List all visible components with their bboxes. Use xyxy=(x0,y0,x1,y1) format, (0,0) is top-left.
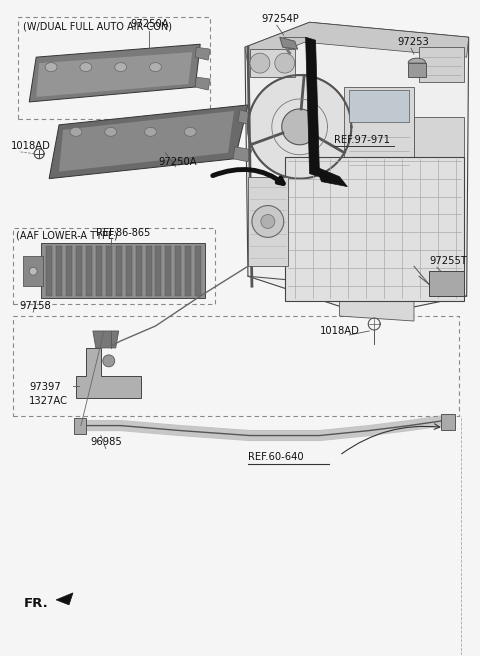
Bar xyxy=(74,418,86,434)
Ellipse shape xyxy=(45,62,57,72)
Bar xyxy=(156,247,161,296)
Polygon shape xyxy=(339,274,414,321)
Bar xyxy=(175,247,181,296)
Polygon shape xyxy=(49,105,248,178)
Ellipse shape xyxy=(115,62,127,72)
Text: 97253: 97253 xyxy=(397,37,429,47)
Bar xyxy=(414,117,464,176)
Text: 97255T: 97255T xyxy=(429,256,467,266)
Polygon shape xyxy=(280,37,298,49)
Ellipse shape xyxy=(252,205,284,237)
Bar xyxy=(41,243,205,298)
Bar xyxy=(46,247,52,296)
Text: (W/DUAL FULL AUTO AIR CON): (W/DUAL FULL AUTO AIR CON) xyxy=(23,21,172,31)
Polygon shape xyxy=(238,110,255,125)
Ellipse shape xyxy=(184,127,196,136)
Text: REF.60-640: REF.60-640 xyxy=(248,453,303,462)
Ellipse shape xyxy=(70,127,82,136)
Bar xyxy=(195,247,201,296)
Text: 97250A: 97250A xyxy=(131,19,169,30)
Polygon shape xyxy=(59,111,234,172)
Text: 97397: 97397 xyxy=(29,382,61,392)
Bar xyxy=(66,247,72,296)
Polygon shape xyxy=(250,53,270,73)
Ellipse shape xyxy=(144,127,156,136)
Bar xyxy=(248,176,288,266)
Bar xyxy=(250,49,295,77)
Ellipse shape xyxy=(150,62,161,72)
Bar xyxy=(136,247,142,296)
Polygon shape xyxy=(275,53,295,73)
Bar xyxy=(76,247,82,296)
Bar xyxy=(96,247,102,296)
Polygon shape xyxy=(248,75,351,178)
Polygon shape xyxy=(233,147,252,162)
Bar xyxy=(185,247,192,296)
Bar xyxy=(116,247,122,296)
Text: 96985: 96985 xyxy=(91,438,122,447)
Text: 97254P: 97254P xyxy=(262,14,300,24)
Ellipse shape xyxy=(103,355,115,367)
Text: 97250A: 97250A xyxy=(158,157,197,167)
Bar xyxy=(408,63,426,77)
Polygon shape xyxy=(93,331,119,348)
Polygon shape xyxy=(76,348,141,398)
Bar xyxy=(106,247,112,296)
Polygon shape xyxy=(195,77,210,90)
Text: (AAF LOWER-A TYPE): (AAF LOWER-A TYPE) xyxy=(16,230,118,240)
Polygon shape xyxy=(195,47,210,60)
Polygon shape xyxy=(245,22,468,65)
Polygon shape xyxy=(282,109,318,145)
Text: REF.97-971: REF.97-971 xyxy=(335,134,390,145)
Bar xyxy=(56,247,62,296)
Bar xyxy=(429,271,464,296)
Bar xyxy=(285,157,464,301)
Bar xyxy=(23,256,43,286)
Polygon shape xyxy=(36,52,192,97)
Text: FR.: FR. xyxy=(23,597,48,610)
Ellipse shape xyxy=(105,127,117,136)
Bar xyxy=(145,247,152,296)
Text: REF.86-865: REF.86-865 xyxy=(96,228,150,238)
Polygon shape xyxy=(408,58,426,63)
Bar xyxy=(86,247,92,296)
Bar xyxy=(126,247,132,296)
Polygon shape xyxy=(29,44,200,102)
Polygon shape xyxy=(56,593,73,605)
Bar xyxy=(344,87,414,176)
Ellipse shape xyxy=(80,62,92,72)
Text: 1018AD: 1018AD xyxy=(320,326,360,336)
Bar xyxy=(349,90,409,122)
Bar xyxy=(419,47,464,82)
Text: 1327AC: 1327AC xyxy=(29,396,68,405)
Bar xyxy=(441,414,455,430)
Ellipse shape xyxy=(29,267,37,276)
Polygon shape xyxy=(245,22,468,316)
Ellipse shape xyxy=(261,215,275,228)
Text: 1018AD: 1018AD xyxy=(12,141,51,151)
Polygon shape xyxy=(306,37,320,176)
Polygon shape xyxy=(315,167,348,186)
Text: 97158: 97158 xyxy=(19,301,51,311)
Bar xyxy=(166,247,171,296)
